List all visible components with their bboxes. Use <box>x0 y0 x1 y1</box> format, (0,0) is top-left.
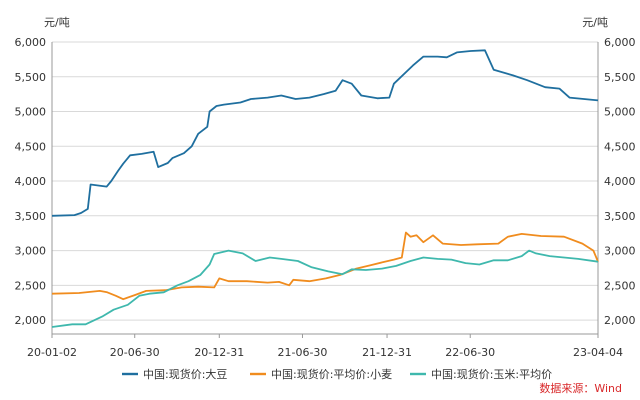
y-tick-label-right: 3,000 <box>604 245 636 258</box>
y-tick-label-right: 3,500 <box>604 210 636 223</box>
legend: 中国:现货价:大豆 中国:现货价:平均价:小麦 中国:现货价:玉米:平均价 <box>122 367 552 381</box>
x-tick-label: 21-12-31 <box>362 346 412 359</box>
y-tick-label-left: 3,000 <box>15 245 47 258</box>
x-tick-label: 21-06-30 <box>278 346 328 359</box>
legend-label-1: 中国:现货价:大豆 <box>143 367 227 381</box>
axes: 2,000 2,000 2,500 2,500 3,000 3,000 3,500 3,500… <box>15 36 636 359</box>
y-tick-label-right: 6,000 <box>604 36 636 49</box>
y-tick-label-left: 2,500 <box>15 279 47 292</box>
y-tick-label-left: 4,500 <box>15 140 47 153</box>
y-unit-left: 元/吨 <box>44 16 70 29</box>
data-source: 数据来源：Wind <box>539 381 622 395</box>
gridlines <box>52 41 598 321</box>
x-tick-label: 20-06-30 <box>110 346 160 359</box>
y-tick-label-right: 2,000 <box>604 314 636 327</box>
y-tick-label-right: 4,000 <box>604 175 636 188</box>
x-tick-label: 23-04-04 <box>573 346 623 359</box>
y-tick-label-right: 5,500 <box>604 71 636 84</box>
legend-label-2: 中国:现货价:平均价:小麦 <box>271 367 392 381</box>
y-unit-right: 元/吨 <box>582 16 608 29</box>
x-tick-label: 20-01-02 <box>27 346 77 359</box>
y-tick-label-left: 4,000 <box>15 175 47 188</box>
x-tick-label: 20-12-31 <box>194 346 244 359</box>
y-tick-label-right: 4,500 <box>604 140 636 153</box>
y-tick-label-left: 3,500 <box>15 210 47 223</box>
x-tick-label: 22-06-30 <box>445 346 495 359</box>
y-tick-label-right: 2,500 <box>604 279 636 292</box>
y-tick-label-left: 2,000 <box>15 314 47 327</box>
series-line-3 <box>51 249 599 328</box>
legend-label-3: 中国:现货价:玉米:平均价 <box>431 367 552 381</box>
y-tick-label-left: 6,000 <box>15 36 47 49</box>
series-line-2 <box>51 231 599 301</box>
series-lines <box>51 49 599 328</box>
y-tick-label-left: 5,500 <box>15 71 47 84</box>
series-line-1 <box>51 49 599 217</box>
y-tick-label-left: 5,000 <box>15 106 47 119</box>
y-tick-label-right: 5,000 <box>604 106 636 119</box>
